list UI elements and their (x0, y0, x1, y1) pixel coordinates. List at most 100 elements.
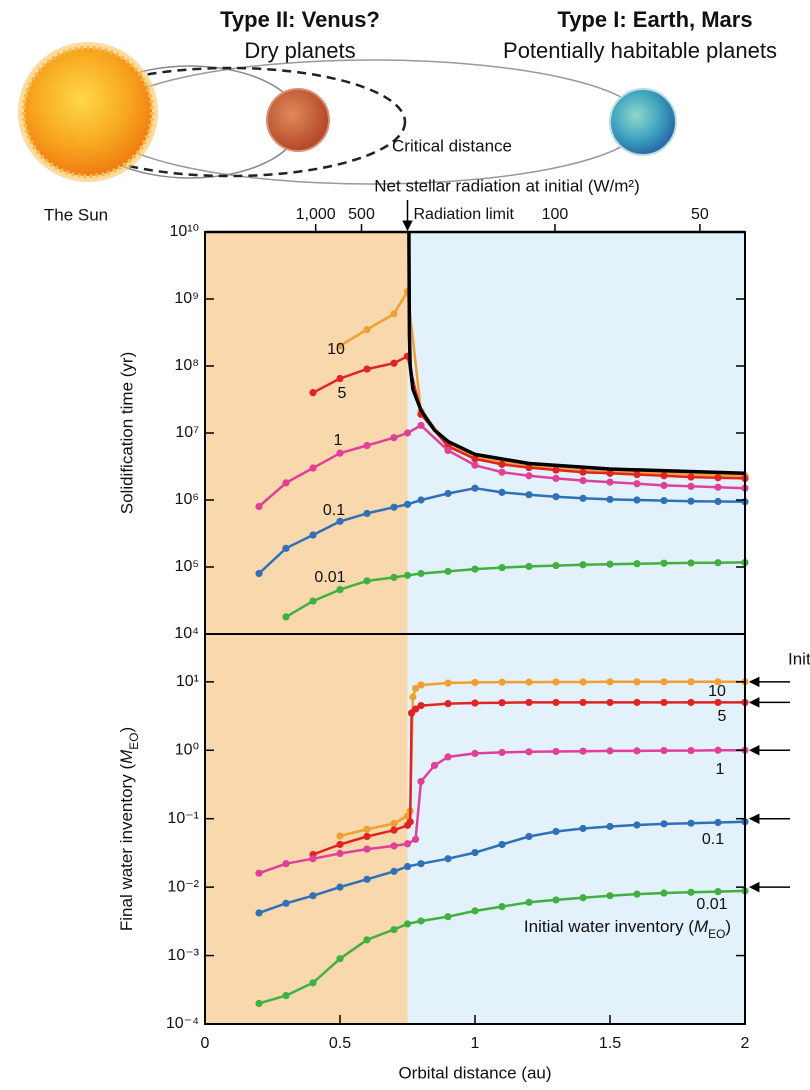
data-point (390, 925, 398, 934)
x-tick-label: 0.5 (329, 1035, 351, 1052)
data-point (309, 892, 317, 900)
y-tick-label: 10¹⁰ (169, 223, 199, 240)
data-point (255, 502, 263, 511)
data-point (660, 496, 668, 505)
data-point (471, 699, 479, 707)
data-point (471, 678, 479, 687)
data-point (687, 482, 695, 490)
illustration: Type II: Venus? Dry planets Type I: Eart… (18, 7, 777, 224)
data-point (579, 894, 587, 902)
data-point (714, 698, 722, 707)
series-label: 0.1 (702, 831, 724, 848)
data-point (525, 562, 533, 571)
data-point (714, 818, 722, 827)
y-axis-label-part: Final water inventory ( (117, 764, 136, 932)
series-label: 1 (334, 432, 343, 449)
sun (22, 46, 154, 178)
y-tick-label: 10⁰ (175, 741, 199, 758)
data-point (363, 845, 371, 853)
data-point (417, 701, 425, 710)
x2-axis-label: Net stellar radiation at initial (W/m²) (374, 176, 639, 195)
data-point (403, 920, 412, 928)
data-point (633, 678, 641, 686)
data-point (336, 342, 344, 350)
note: Initial water inventory (MEO) (524, 917, 731, 941)
data-point (660, 746, 668, 755)
data-point (390, 573, 398, 581)
data-point (309, 464, 317, 472)
data-point (525, 832, 533, 841)
y-axis-label-part: EO (127, 733, 141, 750)
data-point (633, 821, 641, 829)
data-point (336, 955, 344, 963)
data-point (687, 746, 695, 755)
data-point (390, 819, 398, 828)
data-point (633, 470, 641, 479)
data-point (444, 446, 452, 454)
data-point (363, 832, 371, 841)
data-point (525, 898, 533, 906)
data-point (363, 936, 371, 944)
y-axis-label-part: ) (117, 727, 136, 733)
data-point (498, 678, 506, 686)
series-label: 0.1 (323, 502, 345, 519)
x2-tick-label: 50 (691, 206, 709, 223)
data-point (363, 325, 371, 334)
data-point (498, 460, 506, 468)
y-tick-label: 10⁴ (174, 625, 199, 642)
data-point (687, 678, 695, 686)
series-label: 10 (708, 683, 726, 700)
data-point (525, 463, 533, 472)
data-point (552, 896, 560, 904)
earth (609, 88, 677, 156)
data-point (498, 563, 506, 572)
y-tick-label: 10⁶ (175, 491, 199, 508)
data-point (552, 474, 560, 483)
data-point (579, 678, 587, 686)
y-tick-label: 10⁻¹ (167, 810, 199, 827)
y-tick-label: 10⁻² (167, 878, 199, 895)
type1-subtitle: Potentially habitable planets (503, 38, 777, 63)
series-line (258, 424, 746, 508)
x-tick-label: 1 (471, 1035, 480, 1052)
series-label: 0.01 (314, 569, 345, 586)
data-point (498, 699, 506, 707)
y-axis-label: Final water inventory (MEO) (117, 727, 141, 931)
data-point (412, 835, 420, 843)
data-point (255, 869, 263, 877)
venus (266, 88, 330, 152)
data-point (525, 678, 533, 686)
data-point (282, 613, 290, 621)
data-point (309, 389, 317, 397)
data-point (417, 421, 425, 429)
data-point (390, 434, 398, 442)
data-point (552, 827, 560, 836)
critical-label: Critical distance (392, 136, 512, 155)
data-point (471, 749, 479, 757)
data-point (579, 824, 587, 833)
data-point (552, 678, 560, 686)
data-point (444, 913, 452, 921)
data-point (412, 684, 420, 693)
y-axis-label: Solidification time (yr) (117, 352, 136, 515)
data-point (417, 569, 425, 578)
y-tick-label: 10¹ (176, 673, 199, 690)
data-point (390, 359, 398, 367)
y-tick-label: 10⁹ (174, 290, 199, 307)
data-point (255, 569, 263, 578)
data-point (363, 825, 371, 833)
data-point (552, 561, 560, 570)
earth-orbit (99, 59, 645, 185)
data-point (606, 747, 614, 755)
data-point (660, 698, 668, 707)
data-point (606, 560, 614, 568)
data-point (687, 473, 695, 481)
data-point (633, 560, 641, 568)
data-point (498, 468, 506, 476)
data-point (606, 469, 614, 477)
radiation-limit-label: Radiation limit (414, 206, 515, 223)
data-point (282, 899, 290, 907)
data-point (687, 497, 695, 505)
